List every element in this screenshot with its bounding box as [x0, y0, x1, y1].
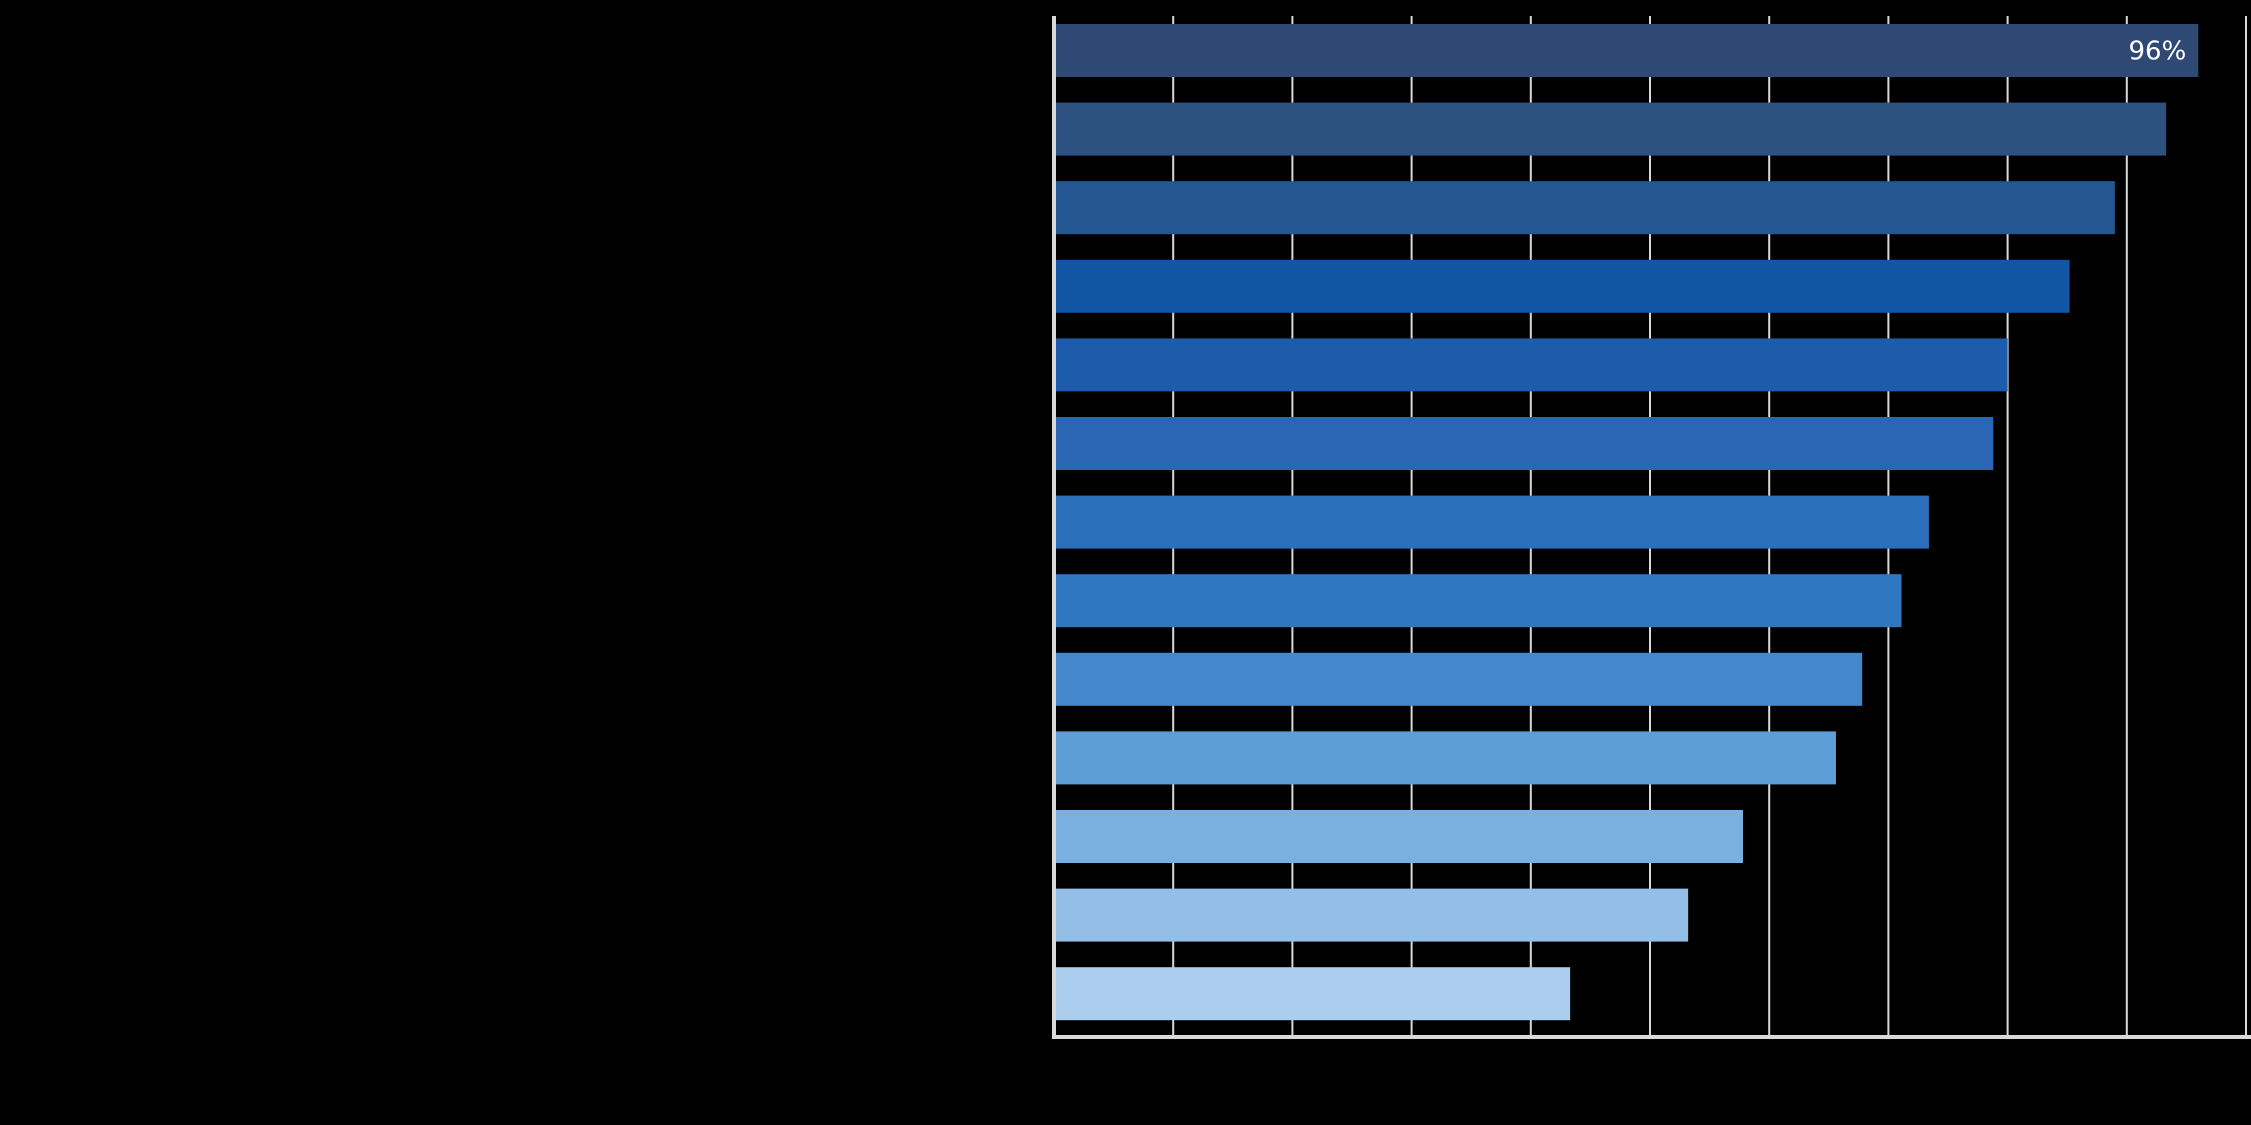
value-labels: 96% — [2129, 37, 2187, 67]
bar-8 — [1054, 574, 1902, 628]
bars — [1054, 24, 2199, 1021]
bar-5 — [1054, 338, 2008, 392]
bar-value-label-1: 96% — [2129, 37, 2187, 67]
bar-9 — [1054, 652, 1863, 706]
bar-10 — [1054, 731, 1836, 785]
bar-1 — [1054, 24, 2199, 77]
bar-12 — [1054, 888, 1689, 942]
bar-7 — [1054, 495, 1929, 549]
bar-13 — [1054, 967, 1571, 1021]
bar-11 — [1054, 810, 1743, 863]
bar-6 — [1054, 417, 1994, 470]
bar-2 — [1054, 102, 2167, 156]
bar-4 — [1054, 259, 2070, 313]
bar-3 — [1054, 181, 2115, 235]
